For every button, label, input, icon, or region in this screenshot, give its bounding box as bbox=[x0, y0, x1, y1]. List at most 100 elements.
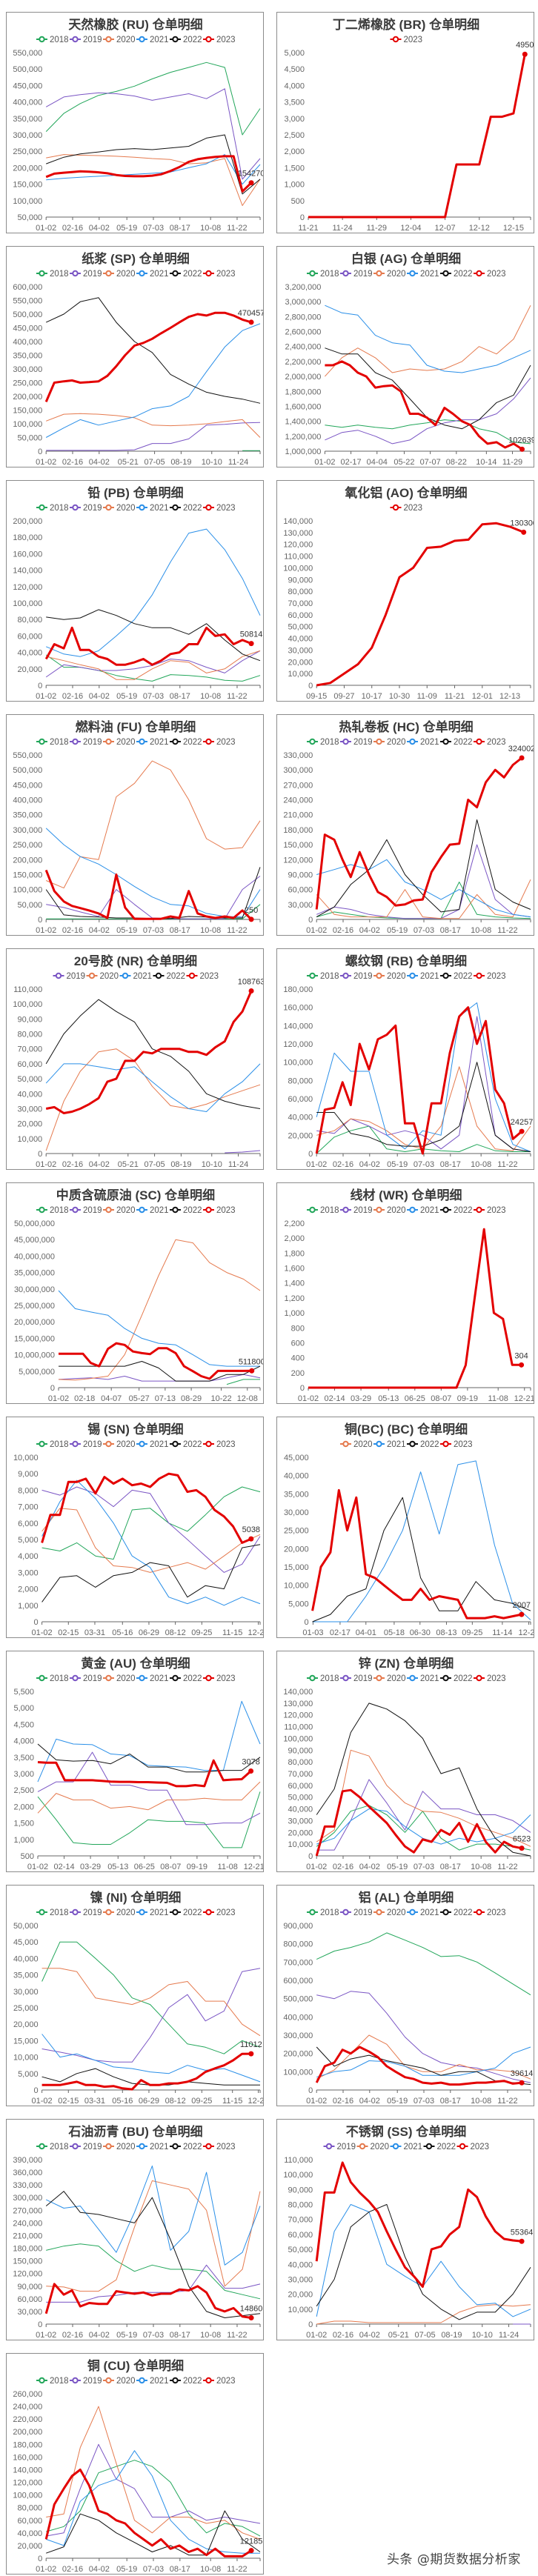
legend-item-2021[interactable]: 2021 bbox=[136, 1908, 169, 1917]
legend-item-2019[interactable]: 2019 bbox=[340, 1206, 373, 1215]
legend-item-2022[interactable]: 2022 bbox=[170, 36, 202, 44]
legend-item-2018[interactable]: 2018 bbox=[36, 504, 69, 513]
legend-item-2022[interactable]: 2022 bbox=[423, 2143, 456, 2151]
legend-item-2023[interactable]: 2023 bbox=[474, 972, 506, 981]
legend-item-2019[interactable]: 2019 bbox=[70, 1206, 102, 1215]
legend-item-2023[interactable]: 2023 bbox=[440, 1440, 473, 1449]
legend-item-2022[interactable]: 2022 bbox=[440, 1206, 473, 1215]
legend-item-2020[interactable]: 2020 bbox=[103, 270, 136, 279]
legend-item-2023[interactable]: 2023 bbox=[203, 36, 236, 44]
legend-item-2020[interactable]: 2020 bbox=[373, 972, 406, 981]
legend-item-2022[interactable]: 2022 bbox=[440, 270, 473, 279]
legend-item-2023[interactable]: 2023 bbox=[203, 1206, 236, 1215]
legend-item-2019[interactable]: 2019 bbox=[70, 270, 102, 279]
legend-item-2021[interactable]: 2021 bbox=[136, 270, 169, 279]
legend-item-2019[interactable]: 2019 bbox=[70, 1440, 102, 1449]
legend-item-2020[interactable]: 2020 bbox=[103, 36, 136, 44]
legend-item-2021[interactable]: 2021 bbox=[407, 270, 439, 279]
legend-item-2023[interactable]: 2023 bbox=[474, 738, 506, 747]
legend-item-2023[interactable]: 2023 bbox=[474, 1674, 506, 1683]
legend-item-2019[interactable]: 2019 bbox=[70, 36, 102, 44]
legend-item-2019[interactable]: 2019 bbox=[53, 972, 86, 981]
legend-item-2020[interactable]: 2020 bbox=[86, 972, 119, 981]
legend-item-2020[interactable]: 2020 bbox=[103, 2143, 136, 2151]
legend-item-2021[interactable]: 2021 bbox=[119, 972, 153, 981]
legend-item-2021[interactable]: 2021 bbox=[136, 2143, 169, 2151]
legend-item-2021[interactable]: 2021 bbox=[407, 1908, 439, 1917]
legend-item-2021[interactable]: 2021 bbox=[407, 972, 439, 981]
legend-item-2020[interactable]: 2020 bbox=[103, 2377, 136, 2386]
legend-item-2021[interactable]: 2021 bbox=[407, 1206, 439, 1215]
legend-item-2022[interactable]: 2022 bbox=[170, 504, 202, 513]
legend-item-2023[interactable]: 2023 bbox=[203, 1674, 236, 1683]
legend-item-2023[interactable]: 2023 bbox=[203, 2143, 236, 2151]
legend-item-2023[interactable]: 2023 bbox=[203, 2377, 236, 2386]
legend-item-2018[interactable]: 2018 bbox=[36, 2143, 69, 2151]
legend-item-2022[interactable]: 2022 bbox=[170, 1674, 202, 1683]
legend-item-2020[interactable]: 2020 bbox=[373, 270, 406, 279]
legend-item-2020[interactable]: 2020 bbox=[373, 1206, 406, 1215]
legend-item-2022[interactable]: 2022 bbox=[440, 1908, 473, 1917]
legend-item-2018[interactable]: 2018 bbox=[36, 270, 69, 279]
legend-item-2019[interactable]: 2019 bbox=[70, 504, 102, 513]
legend-item-2021[interactable]: 2021 bbox=[136, 504, 169, 513]
legend-item-2020[interactable]: 2020 bbox=[103, 1674, 136, 1683]
legend-item-2023[interactable]: 2023 bbox=[203, 270, 236, 279]
legend-item-2023[interactable]: 2023 bbox=[186, 972, 219, 981]
legend-item-2019[interactable]: 2019 bbox=[70, 2143, 102, 2151]
legend-item-2020[interactable]: 2020 bbox=[373, 1674, 406, 1683]
legend-item-2018[interactable]: 2018 bbox=[36, 1440, 69, 1449]
legend-item-2020[interactable]: 2020 bbox=[373, 1908, 406, 1917]
legend-item-2018[interactable]: 2018 bbox=[307, 972, 339, 981]
legend-item-2019[interactable]: 2019 bbox=[340, 1674, 373, 1683]
legend-item-2022[interactable]: 2022 bbox=[170, 2377, 202, 2386]
legend-item-2023[interactable]: 2023 bbox=[203, 1440, 236, 1449]
legend-item-2019[interactable]: 2019 bbox=[340, 270, 373, 279]
legend-item-2020[interactable]: 2020 bbox=[103, 1206, 136, 1215]
legend-item-2023[interactable]: 2023 bbox=[474, 270, 506, 279]
legend-item-2018[interactable]: 2018 bbox=[36, 2377, 69, 2386]
legend-item-2022[interactable]: 2022 bbox=[170, 1440, 202, 1449]
legend-item-2023[interactable]: 2023 bbox=[203, 738, 236, 747]
legend-item-2019[interactable]: 2019 bbox=[323, 2143, 356, 2151]
legend-item-2020[interactable]: 2020 bbox=[340, 1440, 373, 1449]
legend-item-2018[interactable]: 2018 bbox=[36, 1206, 69, 1215]
legend-item-2023[interactable]: 2023 bbox=[456, 2143, 490, 2151]
legend-item-2021[interactable]: 2021 bbox=[136, 738, 169, 747]
legend-item-2023[interactable]: 2023 bbox=[203, 1908, 236, 1917]
legend-item-2019[interactable]: 2019 bbox=[70, 738, 102, 747]
legend-item-2021[interactable]: 2021 bbox=[136, 2377, 169, 2386]
legend-item-2019[interactable]: 2019 bbox=[70, 1674, 102, 1683]
legend-item-2022[interactable]: 2022 bbox=[170, 1206, 202, 1215]
legend-item-2022[interactable]: 2022 bbox=[440, 972, 473, 981]
legend-item-2021[interactable]: 2021 bbox=[136, 1440, 169, 1449]
legend-item-2022[interactable]: 2022 bbox=[440, 738, 473, 747]
legend-item-2020[interactable]: 2020 bbox=[373, 738, 406, 747]
legend-item-2022[interactable]: 2022 bbox=[170, 1908, 202, 1917]
legend-item-2018[interactable]: 2018 bbox=[307, 1674, 339, 1683]
legend-item-2018[interactable]: 2018 bbox=[36, 36, 69, 44]
legend-item-2021[interactable]: 2021 bbox=[390, 2143, 423, 2151]
legend-item-2020[interactable]: 2020 bbox=[103, 504, 136, 513]
legend-item-2022[interactable]: 2022 bbox=[170, 270, 202, 279]
legend-item-2023[interactable]: 2023 bbox=[474, 1908, 506, 1917]
legend-item-2019[interactable]: 2019 bbox=[340, 972, 373, 981]
legend-item-2018[interactable]: 2018 bbox=[307, 1908, 339, 1917]
legend-item-2022[interactable]: 2022 bbox=[153, 972, 186, 981]
legend-item-2019[interactable]: 2019 bbox=[340, 1908, 373, 1917]
legend-item-2019[interactable]: 2019 bbox=[340, 738, 373, 747]
legend-item-2019[interactable]: 2019 bbox=[70, 2377, 102, 2386]
legend-item-2021[interactable]: 2021 bbox=[136, 1674, 169, 1683]
legend-item-2021[interactable]: 2021 bbox=[136, 36, 169, 44]
legend-item-2018[interactable]: 2018 bbox=[307, 1206, 339, 1215]
legend-item-2020[interactable]: 2020 bbox=[103, 1440, 136, 1449]
legend-item-2023[interactable]: 2023 bbox=[474, 1206, 506, 1215]
legend-item-2022[interactable]: 2022 bbox=[170, 2143, 202, 2151]
legend-item-2018[interactable]: 2018 bbox=[36, 1674, 69, 1683]
legend-item-2021[interactable]: 2021 bbox=[407, 738, 439, 747]
legend-item-2018[interactable]: 2018 bbox=[36, 1908, 69, 1917]
legend-item-2020[interactable]: 2020 bbox=[103, 738, 136, 747]
legend-item-2018[interactable]: 2018 bbox=[307, 738, 339, 747]
legend-item-2022[interactable]: 2022 bbox=[407, 1440, 439, 1449]
legend-item-2020[interactable]: 2020 bbox=[103, 1908, 136, 1917]
